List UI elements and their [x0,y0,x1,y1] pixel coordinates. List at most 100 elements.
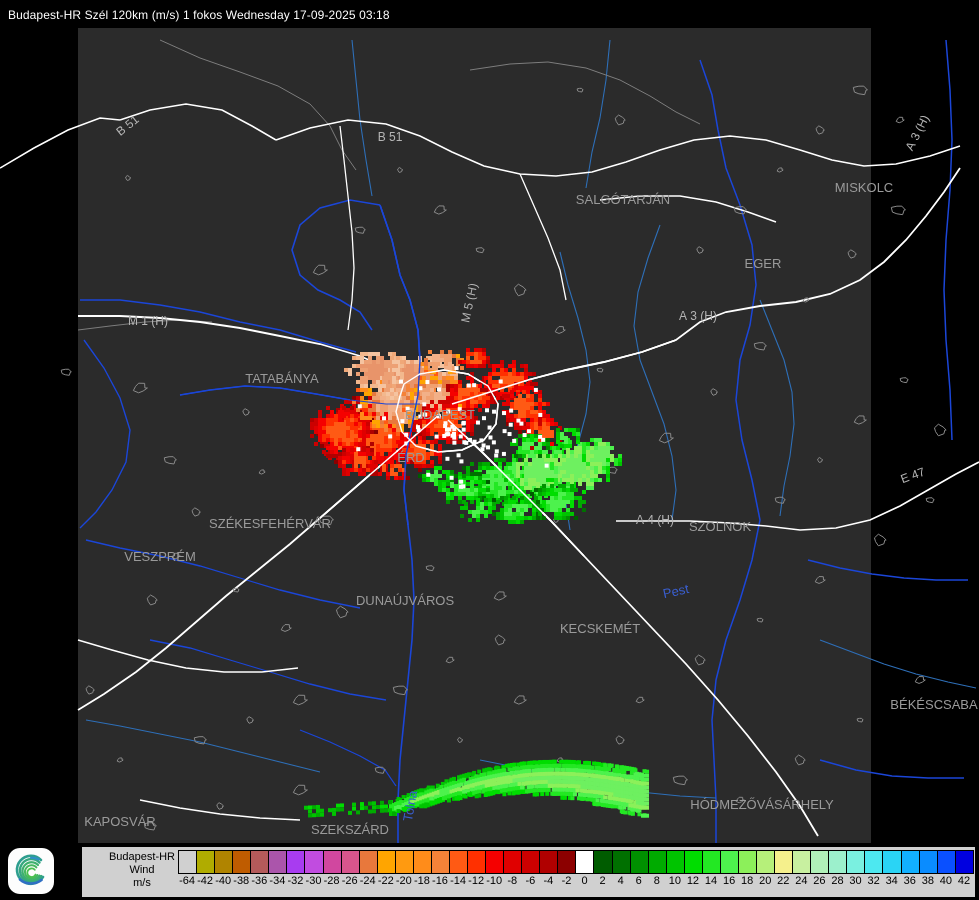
legend-swatch [448,850,468,874]
legend-tick: 2 [599,875,606,887]
legend-unit: m/s [133,877,151,889]
legend-tick: 32 [867,875,880,887]
legend-swatch [936,850,956,874]
legend-swatch [575,850,595,874]
legend-tick: -30 [305,875,322,887]
legend-tick: 28 [831,875,844,887]
legend-tick: -8 [507,875,518,887]
legend-swatch [232,850,252,874]
legend-tick: -36 [251,875,268,887]
legend-swatch [719,850,739,874]
legend-swatch [322,850,342,874]
legend-tick: 16 [722,875,736,887]
radar-canvas[interactable] [0,25,979,843]
legend-station: Budapest-HR [108,851,176,863]
legend-swatch [557,850,577,874]
legend-swatch [503,850,523,874]
legend-tick: -10 [486,875,503,887]
legend-swatch [304,850,324,874]
legend-tick: 6 [635,875,642,887]
legend-swatch [756,850,776,874]
legend-tick: 42 [957,875,971,887]
cyclone-logo-icon [8,848,54,894]
legend-tick: 4 [617,875,624,887]
legend-tick: -14 [450,875,466,887]
legend-swatch [792,850,812,874]
legend-tick: 26 [813,875,826,887]
legend-swatch [196,850,216,874]
legend-tick: 10 [668,875,681,887]
legend-tick: 38 [921,875,934,887]
legend-tick: 24 [795,875,808,887]
legend-tick: -18 [413,875,430,887]
legend-tick: -34 [269,875,286,887]
legend-tick: -42 [197,875,214,887]
legend-swatch [376,850,396,874]
legend-swatch [394,850,414,874]
color-scale: -64 -42 -40 -38 -36 -34 -32 -30 -28 -26 -24 -22 -20-… [178,850,974,896]
legend-swatch [430,850,450,874]
legend-swatch [846,850,866,874]
legend-tick: 20 [759,875,772,887]
legend-tick: -6 [525,875,536,887]
legend-captions: Budapest-HR Wind m/s [82,847,202,897]
legend-tick: -16 [432,875,448,887]
legend-tick: -38 [233,875,250,887]
legend-swatch [954,850,974,874]
bottom-bar: Budapest-HR Wind m/s -64 -42 -40 -38 -36 -34-… [0,843,979,900]
legend-swatch [737,850,757,874]
legend-swatch [665,850,685,874]
legend-swatch [340,850,360,874]
legend-tick: 22 [777,875,790,887]
legend-swatch [485,850,505,874]
legend-swatch [268,850,288,874]
legend-swatch [611,850,631,874]
legend-tick: 12 [686,875,700,887]
legend-tick: -24 [359,875,376,887]
legend-swatch [467,850,487,874]
legend-swatch [412,850,432,874]
legend-swatch [358,850,378,874]
radar-map[interactable] [0,25,979,843]
legend-swatch [900,850,920,874]
legend-tick: 30 [849,875,862,887]
legend-tick: 0 [581,875,588,887]
legend-tick: -2 [561,875,572,887]
legend-tick: 18 [741,875,754,887]
legend-tick: -4 [543,875,554,887]
legend-swatch [286,850,306,874]
legend-swatch [918,850,938,874]
legend-tick: -28 [323,875,340,887]
legend-swatch [683,850,703,874]
legend-swatch [882,850,902,874]
legend-tick: 36 [903,875,916,887]
legend-panel: Budapest-HR Wind m/s -64 -42 -40 -38 -36 -34-… [82,847,975,897]
legend-tick: -12 [468,875,485,887]
legend-tick: 34 [885,875,898,887]
legend-tick: -64 [179,875,195,887]
legend-swatch [521,850,541,874]
legend-swatch [593,850,613,874]
legend-swatch [810,850,830,874]
legend-tick: -22 [377,875,394,887]
legend-swatch [214,850,234,874]
legend-swatch [647,850,667,874]
color-swatches [178,850,974,874]
legend-swatch [701,850,721,874]
legend-swatch [828,850,848,874]
page-title: Budapest-HR Szél 120km (m/s) 1 fokos Wed… [8,8,390,22]
legend-swatch [539,850,559,874]
legend-tick: -26 [341,875,358,887]
legend-tick: -32 [287,875,304,887]
legend-tick: 8 [653,875,660,887]
scale-tick-labels: -64 -42 -40 -38 -36 -34 -32 -30 -28 -26 -24 -22 -20-… [178,874,973,894]
legend-tick: -40 [215,875,232,887]
legend-tick: -20 [395,875,412,887]
legend-tick: 40 [939,875,953,887]
legend-swatch [629,850,649,874]
legend-swatch [864,850,884,874]
legend-product: Wind [129,864,155,876]
legend-swatch [250,850,270,874]
legend-swatch [178,850,198,874]
